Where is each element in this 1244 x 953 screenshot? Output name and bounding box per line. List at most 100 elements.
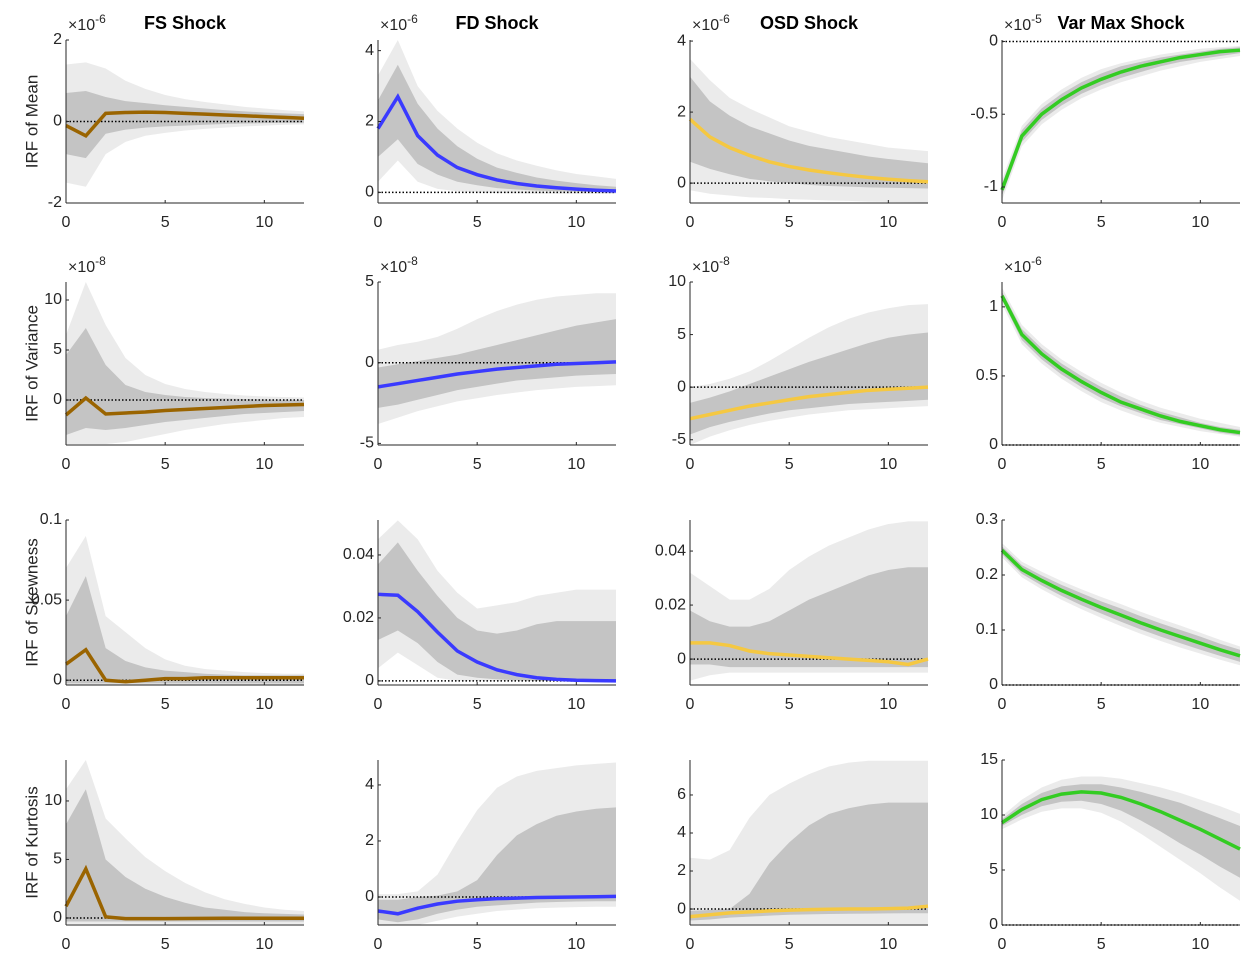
- x-tick-label: 0: [998, 936, 1007, 953]
- y-tick-label: 0: [677, 900, 686, 917]
- y-tick-label: 0.02: [655, 596, 686, 613]
- y-tick-label: 0: [365, 184, 374, 201]
- irf-line: [64, 647, 304, 684]
- y-axis-label: IRF of Variance: [22, 305, 41, 422]
- multiplier-exponent: -8: [95, 254, 106, 268]
- x-tick-label: 5: [1097, 456, 1106, 473]
- y-tick-label: 4: [365, 42, 374, 59]
- x-tick-label: 10: [1191, 214, 1209, 231]
- y-tick-label: 4: [677, 32, 686, 49]
- x-tick-label: 0: [686, 214, 695, 231]
- panel: 0 5 10 0 5 10 ×10-8 IRF of Variance: [22, 254, 305, 473]
- x-tick-label: 5: [161, 696, 170, 713]
- x-tick-label: 5: [785, 936, 794, 953]
- y-tick-label: 0: [677, 378, 686, 395]
- y-tick-label: 0: [989, 33, 998, 50]
- x-tick-label: 10: [1191, 456, 1209, 473]
- panel: 0 2 4 0 5 10 ×10-6 FD Shock: [365, 12, 617, 231]
- inner-band: [1002, 47, 1240, 196]
- x-tick-label: 10: [567, 456, 585, 473]
- y-tick-label: 1: [989, 298, 998, 315]
- y-tick-label: 5: [365, 273, 374, 290]
- column-title: Var Max Shock: [1057, 13, 1185, 33]
- panel: 00.510 5 10×10-6: [976, 254, 1241, 473]
- y-tick-label: 4: [677, 824, 686, 841]
- multiplier-exponent: -6: [407, 12, 418, 26]
- irf-line: [64, 864, 304, 921]
- inner-band: [690, 76, 928, 189]
- y-tick-label: 10: [44, 792, 62, 809]
- irf-line: [1000, 48, 1241, 191]
- y-tick-label: 0.05: [31, 591, 62, 608]
- y-tick-label: 0: [53, 113, 62, 130]
- outer-band: [66, 536, 304, 685]
- y-tick-label: 0.1: [976, 621, 998, 638]
- panel: 0 2 4 6 0 5 10: [677, 760, 929, 953]
- panel: 0 0.1 0.2 0.3 0 5 10: [976, 511, 1241, 713]
- inner-band: [690, 567, 928, 668]
- x-tick-label: 10: [255, 936, 273, 953]
- irf-line: [377, 894, 617, 916]
- x-tick-label: 10: [879, 214, 897, 231]
- y-tick-label: 2: [677, 862, 686, 879]
- column-title: FS Shock: [144, 13, 227, 33]
- y-tick-label: 5: [677, 326, 686, 343]
- y-tick-label: 2: [677, 103, 686, 120]
- x-tick-label: 0: [686, 936, 695, 953]
- inner-band: [66, 576, 304, 684]
- multiplier-base: ×10: [692, 259, 719, 276]
- y-multiplier: ×10-6: [692, 12, 730, 34]
- x-tick-label: 5: [473, 696, 482, 713]
- x-tick-label: 0: [686, 456, 695, 473]
- x-tick-label: 5: [161, 214, 170, 231]
- y-multiplier: ×10-8: [68, 254, 106, 276]
- y-tick-label: -5: [360, 435, 374, 452]
- y-tick-label: 0.02: [343, 609, 374, 626]
- x-tick-label: 10: [1191, 936, 1209, 953]
- x-tick-label: 5: [473, 936, 482, 953]
- irf-line: [64, 395, 305, 417]
- y-tick-label: 0: [365, 672, 374, 689]
- panel: -1 -0.5 0 0 5 10 ×10-5 Var Max Shock: [970, 12, 1241, 231]
- inner-band: [690, 802, 928, 921]
- multiplier-exponent: -6: [1031, 254, 1042, 268]
- y-tick-label: 2: [53, 31, 62, 48]
- column-title: FD Shock: [455, 13, 539, 33]
- panel: 0 0.02 0.04 0 5 10: [655, 520, 929, 713]
- y-multiplier: ×10-6: [68, 12, 106, 34]
- inner-band: [690, 332, 928, 435]
- panel: 0 2 4 0 5 10 ×10-6 OSD Shock: [677, 12, 929, 231]
- y-tick-label: 0.2: [976, 566, 998, 583]
- x-tick-label: 10: [1191, 696, 1209, 713]
- x-tick-label: 5: [1097, 936, 1106, 953]
- panel: 0 2 4 0 5 10: [365, 760, 617, 953]
- y-tick-label: 2: [365, 113, 374, 130]
- multiplier-base: ×10: [380, 17, 407, 34]
- x-tick-label: 10: [255, 456, 273, 473]
- x-tick-label: 5: [473, 214, 482, 231]
- x-tick-label: 0: [62, 936, 71, 953]
- y-tick-label: 0: [53, 909, 62, 926]
- x-tick-label: 0: [374, 214, 383, 231]
- irf-line: [688, 117, 929, 184]
- y-tick-label: 0: [989, 676, 998, 693]
- x-tick-label: 0: [62, 214, 71, 231]
- y-tick-label: 0: [677, 650, 686, 667]
- x-tick-label: 0: [998, 456, 1007, 473]
- multiplier-exponent: -5: [1031, 12, 1042, 26]
- y-tick-label: 5: [53, 851, 62, 868]
- x-tick-label: 5: [785, 214, 794, 231]
- y-tick-label: -1: [984, 178, 998, 195]
- y-tick-label: 0.04: [655, 542, 686, 559]
- multiplier-exponent: -6: [95, 12, 106, 26]
- multiplier-base: ×10: [692, 17, 719, 34]
- multiplier-exponent: -8: [407, 254, 418, 268]
- x-tick-label: 5: [473, 456, 482, 473]
- y-tick-label: -0.5: [970, 105, 998, 122]
- y-tick-label: 5: [53, 341, 62, 358]
- x-tick-label: 0: [998, 214, 1007, 231]
- x-tick-label: 10: [567, 936, 585, 953]
- x-tick-label: 5: [1097, 214, 1106, 231]
- y-tick-label: -2: [48, 194, 62, 211]
